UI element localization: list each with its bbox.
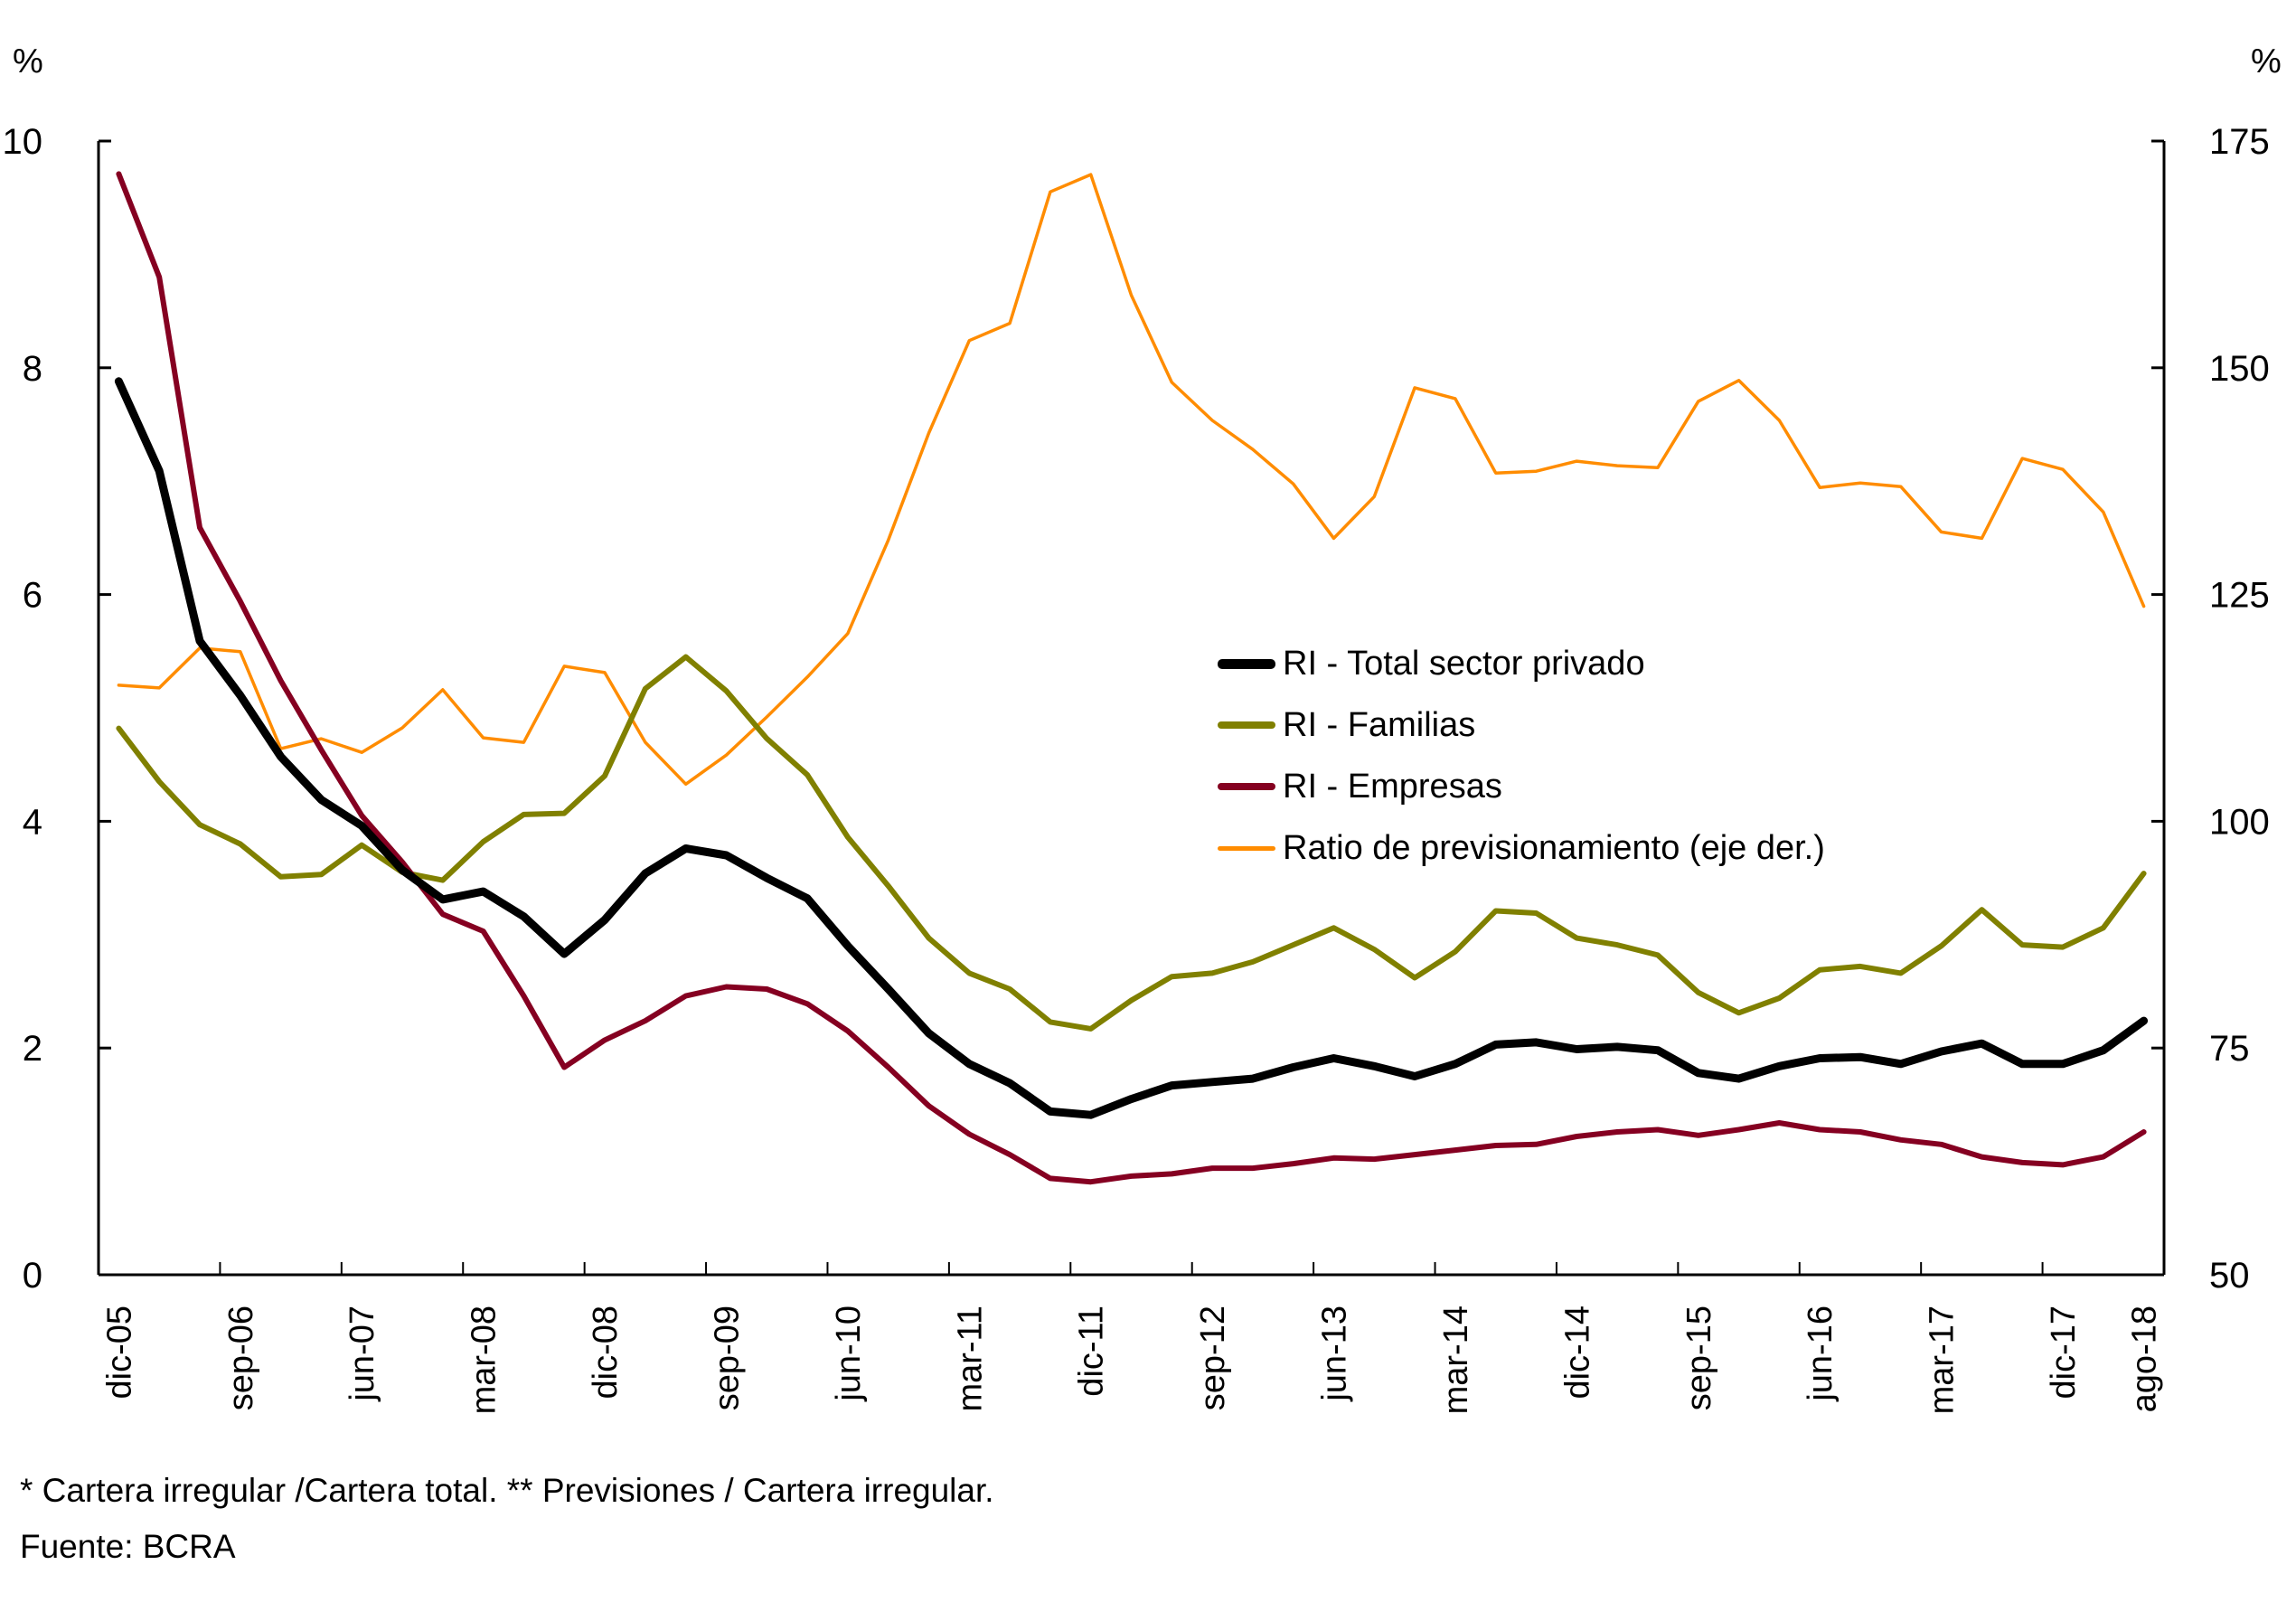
x-axis-tick-label: jun-10	[830, 1306, 868, 1402]
legend-label-total: RI - Total sector privado	[1283, 644, 1645, 683]
left-axis-tick-label: 2	[23, 1029, 42, 1069]
left-axis-tick-label: 10	[3, 122, 43, 162]
footnote-definitions: * Cartera irregular /Cartera total. ** P…	[20, 1472, 994, 1509]
series-line-ri-empresas	[116, 171, 2147, 1185]
series-line-ri-familias	[116, 654, 2147, 1032]
footnote-source: Fuente: BCRA	[20, 1528, 236, 1565]
legend-item-familias: RI - Familias	[1218, 694, 1825, 756]
x-axis-tick-label: mar-17	[1924, 1306, 1962, 1414]
x-axis-tick-label: dic-17	[2045, 1306, 2083, 1400]
axes: 0 2 4 6 8 10 50 75 100 125 150 175 dic-05 sep-06 jun-0…	[3, 122, 2270, 1414]
legend-swatch-empresas	[1218, 783, 1275, 790]
series-line-ratio-de-previsionamiento-eje-der	[117, 173, 2146, 787]
x-axis-tick-label: sep-09	[708, 1306, 746, 1410]
right-axis-tick-label: 100	[2209, 802, 2270, 842]
x-axis-tick-label: dic-14	[1558, 1306, 1596, 1400]
x-axis-tick-label: sep-12	[1194, 1306, 1232, 1410]
legend-item-ratio: Ratio de previsionamiento (eje der.)	[1218, 817, 1825, 879]
right-axis-tick-label: 150	[2209, 349, 2270, 389]
x-axis-tick-label: jun-16	[1802, 1306, 1840, 1402]
legend-label-ratio: Ratio de previsionamiento (eje der.)	[1283, 828, 1825, 867]
x-axis-tick-label: dic-11	[1073, 1306, 1111, 1397]
left-axis-tick-label: 8	[23, 349, 42, 389]
legend-item-empresas: RI - Empresas	[1218, 756, 1825, 817]
left-axis-tick-label: 6	[23, 576, 42, 616]
x-axis-tick-label: mar-08	[466, 1306, 503, 1414]
left-axis-tick-label: 0	[23, 1256, 42, 1296]
legend-swatch-ratio	[1218, 845, 1275, 851]
legend-label-familias: RI - Familias	[1283, 705, 1476, 744]
x-axis-tick-label: sep-15	[1680, 1306, 1718, 1410]
left-axis-tick-label: 4	[23, 802, 42, 842]
x-axis-tick-label: mar-14	[1437, 1306, 1475, 1414]
series-line-ri-total-sector-privado	[114, 377, 2149, 1119]
legend: RI - Total sector privado RI - Familias …	[1218, 633, 1825, 879]
x-axis-tick-label: ago-18	[2126, 1306, 2164, 1412]
right-axis-tick-label: 175	[2209, 122, 2270, 162]
legend-item-total: RI - Total sector privado	[1218, 633, 1825, 694]
right-axis-tick-label: 125	[2209, 576, 2270, 616]
legend-label-empresas: RI - Empresas	[1283, 767, 1502, 806]
legend-swatch-total	[1218, 658, 1275, 669]
x-axis-tick-label: mar-11	[951, 1306, 989, 1412]
right-axis-tick-label: 50	[2209, 1256, 2250, 1296]
right-axis-tick-label: 75	[2209, 1029, 2250, 1069]
x-axis-tick-label: jun-13	[1316, 1306, 1354, 1402]
left-axis-unit-label: %	[13, 42, 43, 80]
x-axis-tick-label: sep-06	[222, 1306, 260, 1410]
right-axis-unit-label: %	[2251, 42, 2282, 80]
x-axis-tick-label: dic-08	[587, 1306, 625, 1400]
x-axis-tick-label: dic-05	[100, 1306, 138, 1400]
legend-swatch-familias	[1218, 721, 1275, 729]
x-axis-tick-label: jun-07	[343, 1306, 381, 1402]
series-lines	[114, 171, 2149, 1185]
